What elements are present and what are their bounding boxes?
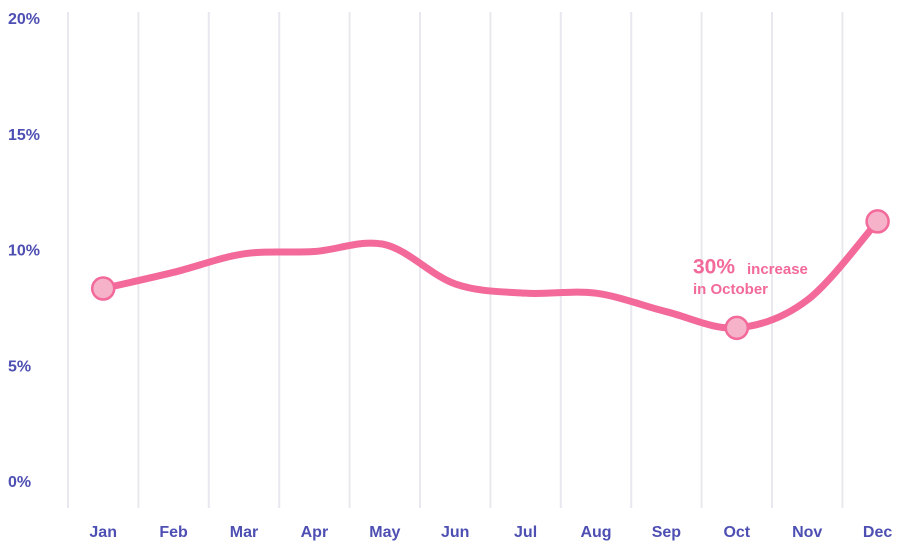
x-tick-label: Jun (441, 524, 469, 541)
point-marker (865, 209, 890, 234)
annotation-subtext: in October (693, 281, 768, 298)
y-tick-label: 20% (8, 11, 40, 28)
x-tick-label: Feb (159, 524, 188, 541)
point-marker (724, 315, 750, 341)
x-tick-label: Aug (580, 524, 611, 541)
x-tick-label: May (369, 524, 400, 541)
y-tick-label: 5% (8, 358, 31, 375)
line (99, 217, 882, 332)
x-tick-label: Apr (301, 524, 329, 541)
x-tick-label: Nov (792, 524, 822, 541)
x-tick-label: Jan (89, 524, 117, 541)
point-marker (90, 276, 116, 301)
annotation-highlight: 30% (693, 256, 735, 279)
y-tick-label: 0% (8, 474, 31, 491)
x-tick-label: Mar (230, 524, 258, 541)
y-tick-label: 15% (8, 127, 40, 144)
x-tick-label: Jul (514, 524, 537, 541)
x-tick-label: Dec (863, 524, 892, 541)
x-tick-label: Sep (652, 524, 682, 541)
plot (90, 209, 890, 341)
y-tick-label: 10% (8, 243, 40, 260)
x-tick-label: Oct (723, 524, 750, 541)
annotation-text: increase (747, 261, 808, 278)
